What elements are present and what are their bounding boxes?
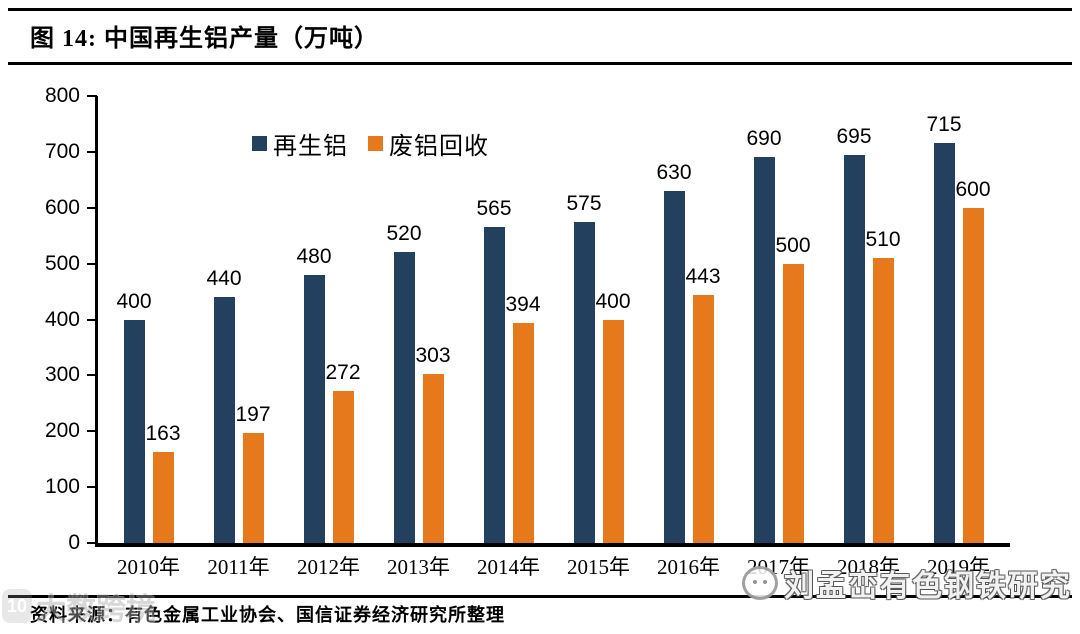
- bar-value-label: 520: [386, 222, 422, 246]
- legend-swatch: [252, 136, 267, 151]
- bar-废铝回收-2013年: [422, 373, 444, 543]
- bar-废铝回收-2016年: [692, 295, 714, 543]
- bar-value-label: 575: [566, 191, 602, 215]
- y-tick-label: 0: [68, 531, 80, 554]
- bar-再生铝-2013年: [393, 252, 415, 543]
- figure-title: 图 14: 中国再生铝产量（万吨）: [30, 26, 379, 52]
- bar-废铝回收-2010年: [152, 451, 174, 543]
- watermark-left-logo-icon: 10: [2, 589, 32, 623]
- bar-value-label: 565: [476, 197, 512, 221]
- bar-废铝回收-2012年: [332, 391, 354, 543]
- bar-再生铝-2017年: [753, 157, 775, 543]
- y-tick-label: 200: [44, 419, 80, 443]
- x-axis-label: 2013年: [387, 555, 450, 579]
- bar-value-label: 695: [836, 124, 872, 148]
- y-tick-label: 800: [44, 84, 80, 107]
- bar-value-label: 400: [595, 289, 631, 313]
- bar-value-label: 394: [505, 292, 541, 316]
- source-text: 资料来源：有色金属工业协会、国信证券经济研究所整理: [30, 605, 505, 625]
- bar-value-label: 272: [325, 361, 361, 385]
- bar-value-label: 443: [685, 265, 721, 289]
- watermark-chat-bubble-icon: [742, 566, 778, 600]
- y-axis-tick: [87, 206, 97, 209]
- y-tick-label: 300: [44, 363, 80, 387]
- legend-label: 再生铝: [273, 134, 348, 160]
- legend-item-recycled-aluminum: 再生铝: [252, 126, 348, 161]
- bar-value-label: 163: [145, 421, 181, 445]
- watermark-right-text: 刘孟峦有色钢铁研究: [784, 570, 1072, 603]
- bar-value-label: 440: [206, 267, 242, 291]
- y-tick-label: 400: [44, 307, 80, 331]
- x-axis-label: 2015年: [567, 555, 630, 579]
- bar-再生铝-2010年: [123, 319, 145, 543]
- bar-value-label: 630: [656, 160, 692, 184]
- chart-legend: 再生铝 废铝回收: [252, 126, 489, 161]
- y-axis-tick: [87, 542, 97, 544]
- bar-废铝回收-2011年: [242, 432, 264, 543]
- x-axis-label: 2014年: [477, 555, 540, 579]
- y-axis-tick: [87, 318, 97, 321]
- y-tick-label: 700: [44, 139, 80, 163]
- title-divider-rule: [8, 62, 1072, 65]
- bar-废铝回收-2019年: [962, 207, 984, 543]
- bar-再生铝-2011年: [213, 297, 235, 543]
- bar-value-label: 197: [235, 402, 271, 426]
- y-tick-label: 100: [44, 475, 80, 499]
- bar-再生铝-2019年: [933, 143, 955, 543]
- watermark-bottom-left: 10 大数跨境: [2, 584, 156, 628]
- x-axis-line: [95, 543, 1010, 547]
- bar-再生铝-2016年: [663, 190, 685, 543]
- bar-再生铝-2015年: [573, 221, 595, 543]
- bar-value-label: 690: [746, 127, 782, 151]
- y-axis-tick: [87, 95, 97, 97]
- x-axis-label: 2019年: [927, 555, 990, 579]
- y-tick-label: 500: [44, 251, 80, 275]
- watermark-left-text: 大数跨境: [36, 593, 156, 626]
- bar-value-label: 480: [296, 244, 332, 268]
- bar-value-label: 500: [775, 233, 811, 257]
- x-axis-label: 2012年: [297, 555, 360, 579]
- y-axis-tick: [87, 262, 97, 265]
- watermark-bottom-right: 刘孟峦有色钢铁研究: [742, 561, 1072, 605]
- legend-label: 废铝回收: [389, 134, 489, 160]
- y-axis-tick: [87, 150, 97, 153]
- legend-item-scrap-aluminum-recovery: 废铝回收: [368, 126, 489, 161]
- bar-value-label: 600: [955, 177, 991, 201]
- bar-废铝回收-2018年: [872, 258, 894, 543]
- bar-再生铝-2018年: [843, 154, 865, 543]
- y-axis-tick: [87, 486, 97, 489]
- footer-rule: [8, 595, 1072, 598]
- bar-再生铝-2014年: [483, 227, 505, 543]
- y-axis-tick: [87, 374, 97, 377]
- x-axis-label: 2016年: [657, 555, 720, 579]
- bar-再生铝-2012年: [303, 274, 325, 543]
- legend-swatch: [368, 136, 383, 151]
- x-axis-label: 2011年: [207, 555, 270, 579]
- bar-value-label: 715: [926, 113, 962, 137]
- bar-value-label: 510: [865, 228, 901, 252]
- top-rule: [8, 8, 1072, 11]
- x-axis-label: 2010年: [117, 555, 180, 579]
- x-axis-label: 2018年: [837, 555, 900, 579]
- y-axis-tick: [87, 430, 97, 433]
- bar-value-label: 303: [415, 343, 451, 367]
- bar-废铝回收-2017年: [782, 263, 804, 543]
- bar-废铝回收-2014年: [512, 322, 534, 543]
- y-tick-label: 600: [44, 195, 80, 219]
- bar-value-label: 400: [116, 289, 152, 313]
- bar-废铝回收-2015年: [602, 319, 624, 543]
